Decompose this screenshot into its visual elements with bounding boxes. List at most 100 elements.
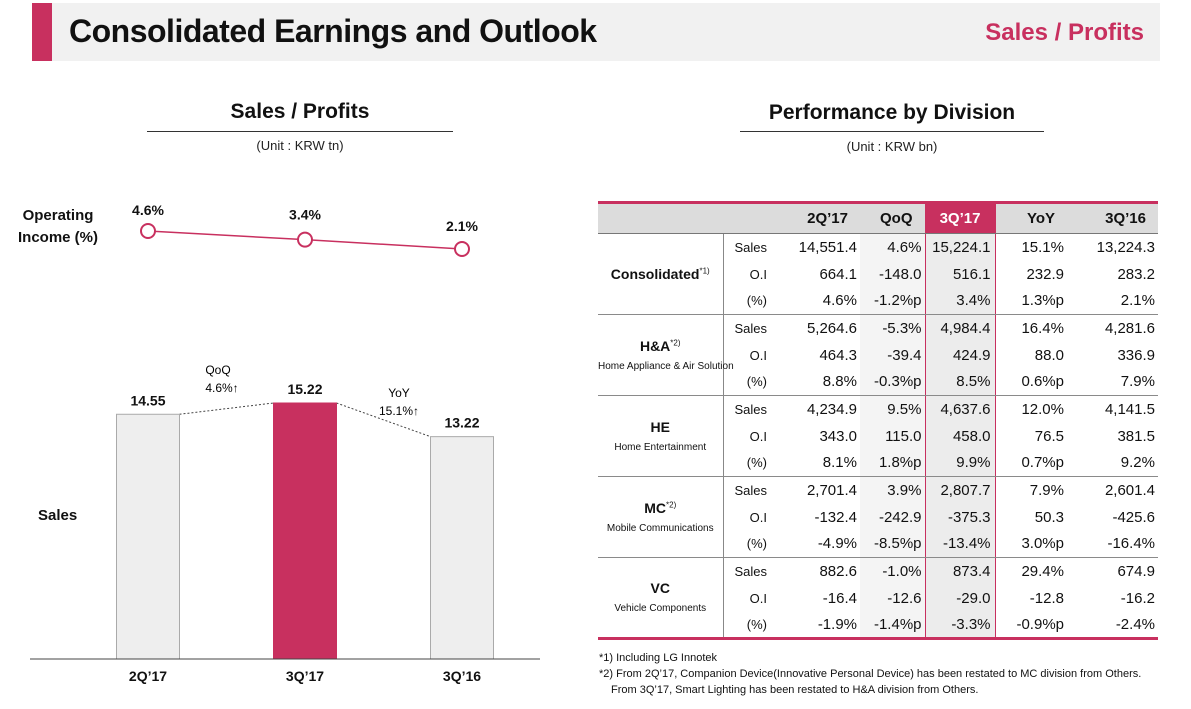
division-name-text: Consolidated	[610, 266, 700, 282]
value-cell: 76.5	[1034, 427, 1064, 445]
division-cell: VC Vehicle Components	[598, 557, 724, 640]
value-cell-highlight: 9.9%	[924, 449, 996, 477]
division-cell: HE Home Entertainment	[598, 395, 724, 477]
value-cell: 336.9	[1117, 346, 1155, 364]
value-cell: 14,551.4	[798, 238, 857, 256]
division-footnote-ref: *1)	[699, 266, 710, 276]
value-cell: 50.3	[1034, 508, 1064, 526]
value-cell: 1.8%p	[860, 449, 925, 477]
value-cell: -425.6	[1112, 508, 1155, 526]
value-cell: 0.7%p	[995, 449, 1067, 477]
value-cell: -4.9%	[773, 530, 860, 558]
value-cell: 283.2	[1117, 265, 1155, 283]
value-cell: 7.9%	[1067, 368, 1158, 396]
value-cell: 4,141.5	[1104, 400, 1155, 418]
value-cell: 2.1%	[1067, 287, 1158, 315]
table-row: O.I 343.0 115.0 458.0 76.5 381.5	[598, 422, 1158, 450]
metric-label: (%)	[723, 287, 773, 315]
value-cell: -1.4%p	[860, 611, 925, 640]
value-cell: -39.4	[860, 341, 925, 369]
table-row: (%) 8.1% 1.8%p 9.9% 0.7%p 9.2%	[598, 449, 1158, 477]
header-blank	[723, 201, 773, 234]
value-cell: -5.3%	[860, 314, 925, 342]
division-subtitle: Vehicle Components	[614, 603, 707, 614]
yoy-connector	[336, 402, 431, 438]
division-subtitle: Home Appliance & Air Solution	[598, 360, 734, 372]
sales-label: Sales	[38, 507, 78, 524]
value-cell: 3.9%	[860, 476, 925, 504]
value-cell: -132.4	[814, 508, 857, 526]
bar-2	[430, 436, 494, 660]
value-cell: 115.0	[860, 422, 925, 450]
right-panel-title: Performance by Division	[768, 101, 1016, 124]
table-row: Consolidated*1) Sales 14,551.4 4.6% 15,224.1…	[598, 233, 1158, 315]
value-cell-highlight: -3.3%	[924, 611, 996, 640]
page-title: Consolidated Earnings and Outlook	[69, 13, 597, 49]
value-cell: -2.4%	[1067, 611, 1158, 640]
table-header-row: 2Q’17 QoQ 3Q’17 YoY 3Q’16	[598, 201, 1158, 234]
division-cell: H&A*2) Home Appliance & Air Solution	[598, 314, 734, 396]
value-cell-highlight: 2,807.7	[924, 476, 996, 504]
table-row: (%) -1.9% -1.4%p -3.3% -0.9%p -2.4%	[598, 611, 1158, 640]
value-cell: 664.1	[819, 265, 857, 283]
division-name: Consolidated*1)	[598, 266, 723, 282]
value-cell: -0.3%p	[860, 368, 925, 396]
column-header-highlight: 3Q’17	[924, 201, 996, 234]
qoq-label: QoQ	[205, 363, 230, 377]
oi-point	[454, 241, 470, 257]
column-header: 2Q’17	[773, 201, 860, 234]
value-cell-highlight: -375.3	[924, 503, 996, 531]
oi-point	[140, 223, 156, 239]
table-row: O.I 464.3 -39.4 424.9 88.0 336.9	[598, 341, 1158, 369]
value-cell-highlight: 15,224.1	[924, 233, 996, 261]
value-cell: -12.6	[860, 584, 925, 612]
value-cell: 16.4%	[1021, 319, 1064, 337]
category-label: 3Q’17	[286, 668, 324, 684]
header-blank	[598, 201, 723, 234]
metric-label: (%)	[723, 449, 773, 477]
value-cell-highlight: -13.4%	[924, 530, 996, 558]
operating-income-label: Operating Income (%)	[17, 207, 98, 246]
value-cell: 674.9	[1117, 562, 1155, 580]
value-cell: 882.6	[819, 562, 857, 580]
column-header: 3Q’16	[1067, 201, 1158, 234]
value-cell: 2,601.4	[1104, 481, 1155, 499]
left-title-underline	[147, 131, 453, 132]
metric-label: Sales	[734, 320, 767, 336]
value-cell: 12.0%	[1021, 400, 1064, 418]
value-cell: -8.5%p	[860, 530, 925, 558]
table-row: MC*2) Mobile Communications Sales 2,701.4 3.…	[598, 476, 1158, 558]
value-cell: 343.0	[819, 427, 857, 445]
bar-value-label: 15.22	[287, 381, 322, 397]
table-row: O.I 664.1 -148.0 516.1 232.9 283.2	[598, 260, 1158, 288]
bar-0	[116, 413, 180, 660]
left-panel-title: Sales / Profits	[230, 100, 370, 123]
value-cell-highlight: 873.4	[924, 557, 996, 585]
bar-1	[273, 402, 337, 660]
oi-value-label: 4.6%	[132, 202, 164, 218]
value-cell: -1.9%	[773, 611, 860, 640]
division-table-wrap: 2Q’17 QoQ 3Q’17 YoY 3Q’16 Consolidated*1…	[598, 201, 1158, 640]
table-row: H&A*2) Home Appliance & Air Solution Sales…	[598, 314, 1158, 396]
left-unit-label: (Unit : KRW tn)	[256, 138, 344, 153]
column-header: YoY	[995, 201, 1067, 234]
footnote-2: *2) From 2Q’17, Companion Device(Innovat…	[599, 668, 1142, 680]
value-cell: 4.6%	[860, 233, 925, 261]
metric-label: O.I	[749, 590, 767, 606]
oi-point	[297, 231, 313, 248]
value-cell: 4,281.6	[1104, 319, 1155, 337]
value-cell: -1.0%	[860, 557, 925, 585]
division-subtitle: Mobile Communications	[606, 522, 714, 534]
bar-value-label: 13.22	[444, 415, 479, 431]
value-cell: 2,701.4	[806, 481, 857, 499]
value-cell-highlight: 4,637.6	[924, 395, 996, 423]
value-cell-highlight: 458.0	[924, 422, 996, 450]
value-cell: 232.9	[1026, 265, 1064, 283]
division-name-text: HE	[650, 418, 670, 435]
value-cell-highlight: 8.5%	[924, 368, 996, 396]
sales-profit-chart: 14.55 2Q’17 15.22 3Q’17 13.22 3Q’16 4.6% 3.4% 2.…	[30, 202, 540, 684]
footnote-2-continued: From 3Q’17, Smart Lighting has been rest…	[611, 684, 979, 696]
value-cell-highlight: 516.1	[924, 260, 996, 288]
value-cell: 3.0%p	[995, 530, 1067, 558]
value-cell: 4.6%	[773, 287, 860, 315]
